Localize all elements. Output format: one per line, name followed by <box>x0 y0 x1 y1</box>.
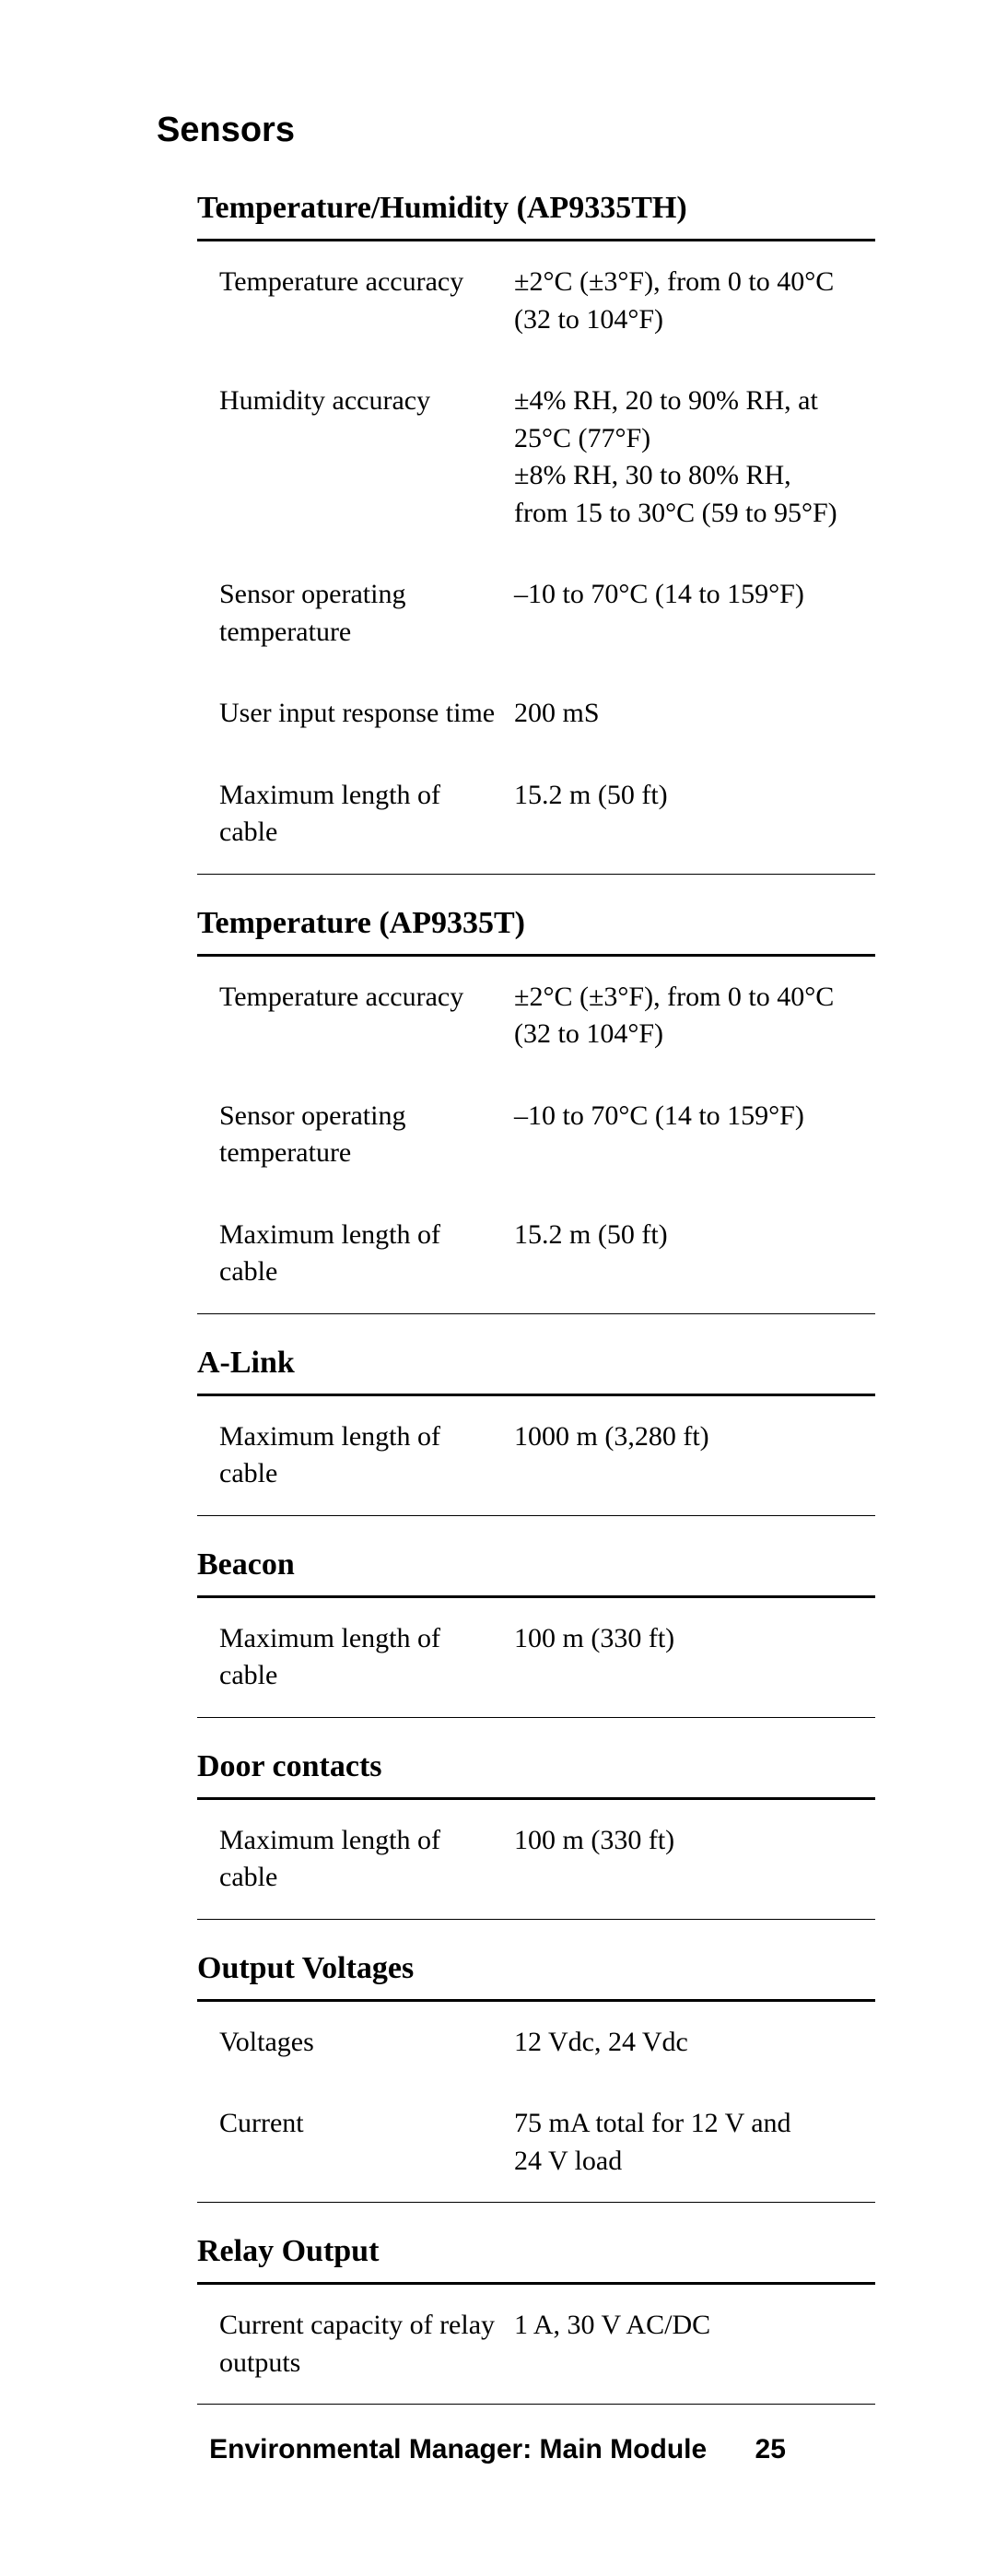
spec-label: Humidity accuracy <box>219 382 514 532</box>
divider <box>197 2404 875 2405</box>
section-title: Door contacts <box>197 1749 875 1784</box>
spec-row: Maximum length of cable 15.2 m (50 ft) <box>197 1194 875 1313</box>
spec-label: Sensor operating temperature <box>219 1098 514 1172</box>
spec-value: 1000 m (3,280 ft) <box>514 1418 875 1493</box>
content-block: Temperature/Humidity (AP9335TH) Temperat… <box>157 191 875 2405</box>
heading-sensors: Sensors <box>157 111 875 150</box>
spec-row: Maximum length of cable 100 m (330 ft) <box>197 1800 875 1919</box>
divider <box>197 1515 875 1516</box>
divider <box>197 1313 875 1314</box>
spec-value: –10 to 70°C (14 to 159°F) <box>514 576 875 651</box>
spec-label: Maximum length of cable <box>219 1217 514 1291</box>
spec-value: 100 m (330 ft) <box>514 1822 875 1897</box>
spec-label: Current capacity of relay outputs <box>219 2307 514 2382</box>
spec-label: Current <box>219 2105 514 2180</box>
spec-row: Temperature accuracy ±2°C (±3°F), from 0… <box>197 241 875 360</box>
spec-value: 15.2 m (50 ft) <box>514 777 875 852</box>
divider <box>197 874 875 875</box>
footer-text: Environmental Manager: Main Module <box>209 2434 707 2464</box>
spec-label: Voltages <box>219 2024 514 2062</box>
spec-label: User input response time <box>219 695 514 733</box>
spec-value: 12 Vdc, 24 Vdc <box>514 2024 875 2062</box>
spec-label: Maximum length of cable <box>219 1620 514 1695</box>
spec-label: Temperature accuracy <box>219 979 514 1053</box>
spec-label: Maximum length of cable <box>219 1418 514 1493</box>
spec-value: ±4% RH, 20 to 90% RH, at 25°C (77°F) ±8%… <box>514 382 875 532</box>
spec-row: Current 75 mA total for 12 V and 24 V lo… <box>197 2083 875 2202</box>
divider <box>197 1717 875 1718</box>
section-title: A-Link <box>197 1346 875 1381</box>
section-title: Temperature (AP9335T) <box>197 906 875 941</box>
spec-row: Voltages 12 Vdc, 24 Vdc <box>197 2002 875 2084</box>
page: Sensors Temperature/Humidity (AP9335TH) … <box>0 0 995 2576</box>
spec-label: Maximum length of cable <box>219 777 514 852</box>
spec-label: Maximum length of cable <box>219 1822 514 1897</box>
spec-row: Maximum length of cable 100 m (330 ft) <box>197 1598 875 1717</box>
spec-row: Maximum length of cable 1000 m (3,280 ft… <box>197 1396 875 1515</box>
page-footer: Environmental Manager: Main Module 25 <box>0 2434 995 2465</box>
spec-value: –10 to 70°C (14 to 159°F) <box>514 1098 875 1172</box>
section-title: Temperature/Humidity (AP9335TH) <box>197 191 875 226</box>
section-title: Beacon <box>197 1547 875 1582</box>
spec-row: Maximum length of cable 15.2 m (50 ft) <box>197 755 875 874</box>
spec-value: 75 mA total for 12 V and 24 V load <box>514 2105 875 2180</box>
spec-row: Humidity accuracy ±4% RH, 20 to 90% RH, … <box>197 360 875 554</box>
spec-value: ±2°C (±3°F), from 0 to 40°C (32 to 104°F… <box>514 979 875 1053</box>
divider <box>197 2202 875 2203</box>
spec-row: Current capacity of relay outputs 1 A, 3… <box>197 2285 875 2404</box>
divider <box>197 1919 875 1920</box>
spec-row: Sensor operating temperature –10 to 70°C… <box>197 1076 875 1194</box>
spec-value: 1 A, 30 V AC/DC <box>514 2307 875 2382</box>
spec-row: User input response time 200 mS <box>197 673 875 755</box>
spec-value: 200 mS <box>514 695 875 733</box>
spec-row: Temperature accuracy ±2°C (±3°F), from 0… <box>197 957 875 1076</box>
spec-label: Sensor operating temperature <box>219 576 514 651</box>
section-title: Relay Output <box>197 2234 875 2269</box>
spec-row: Sensor operating temperature –10 to 70°C… <box>197 554 875 673</box>
spec-value: 100 m (330 ft) <box>514 1620 875 1695</box>
section-title: Output Voltages <box>197 1951 875 1986</box>
spec-value: 15.2 m (50 ft) <box>514 1217 875 1291</box>
spec-label: Temperature accuracy <box>219 264 514 338</box>
page-number: 25 <box>755 2434 786 2465</box>
spec-value: ±2°C (±3°F), from 0 to 40°C (32 to 104°F… <box>514 264 875 338</box>
